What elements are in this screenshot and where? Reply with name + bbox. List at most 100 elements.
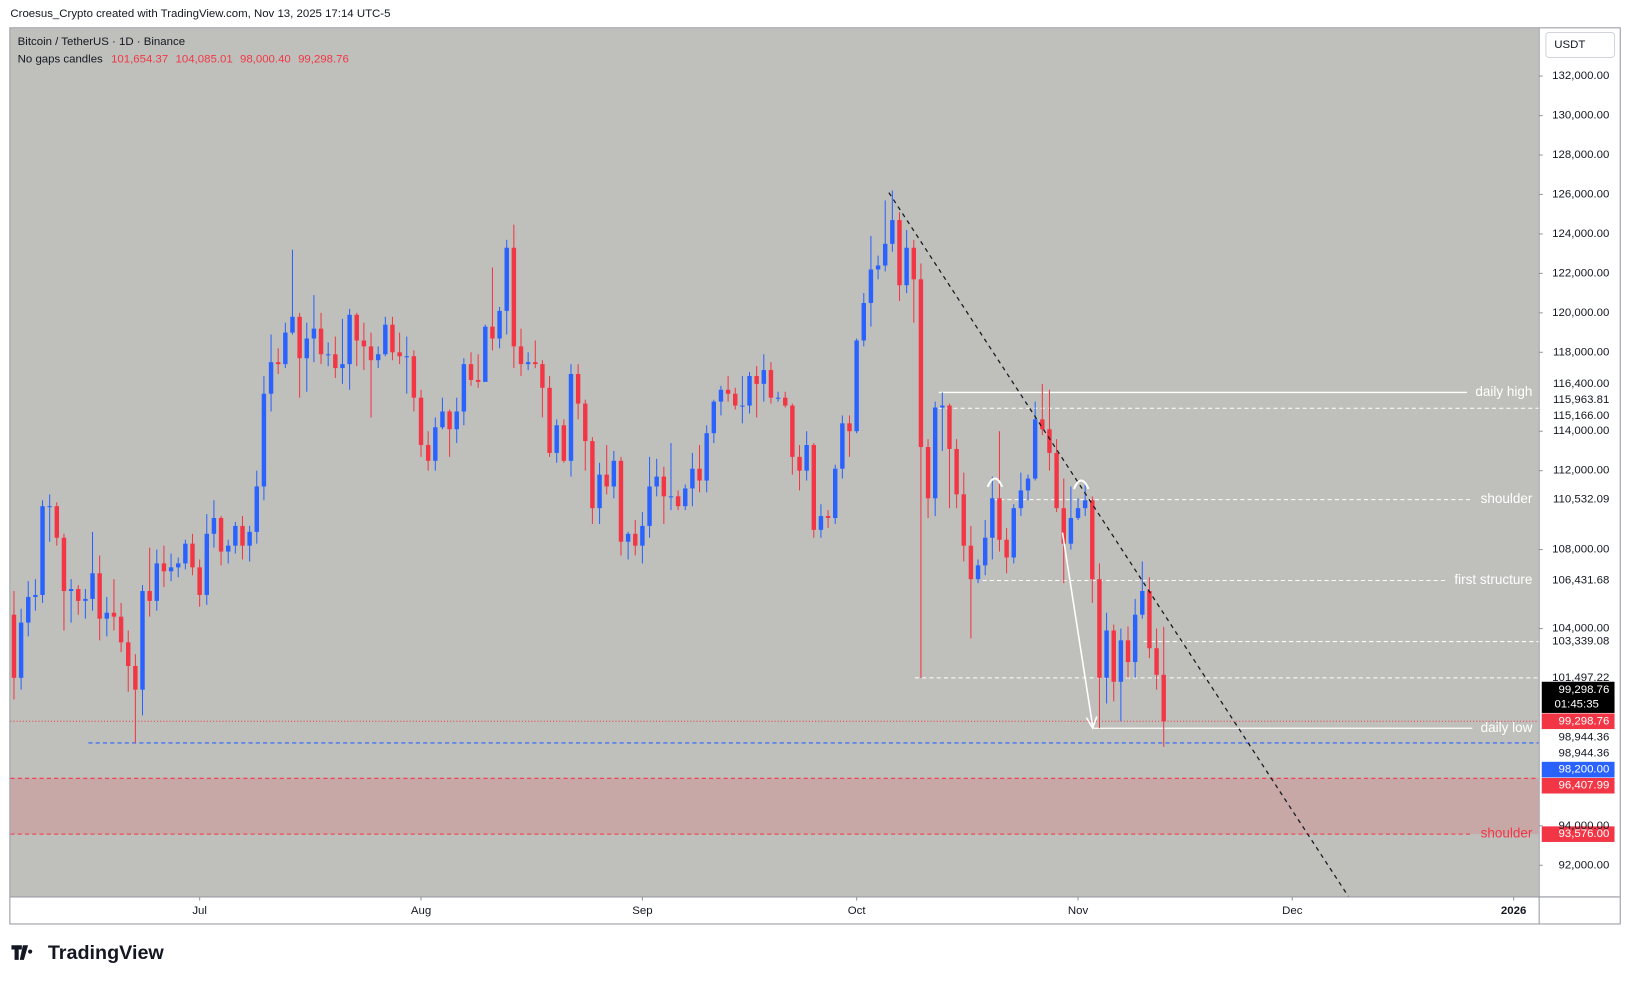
candle-body (754, 375, 759, 384)
candle-body (1075, 508, 1081, 519)
candle-body (968, 545, 974, 580)
candle-body (411, 356, 417, 398)
plot-background (10, 28, 1539, 897)
y-tick-label: 108,000.00 (1552, 544, 1609, 556)
candle-body (783, 397, 788, 406)
candle-body (347, 314, 352, 365)
candle-body (868, 269, 874, 303)
price-label-box (1541, 633, 1615, 650)
candle-body (854, 340, 859, 432)
price-label-box (1541, 408, 1615, 424)
candle-body (18, 622, 24, 678)
arrow-shaft (1061, 532, 1094, 727)
candle-body (604, 474, 609, 487)
candle-body (147, 591, 152, 601)
candle-body (433, 427, 438, 461)
candle-body (197, 567, 202, 595)
candle-body (861, 302, 866, 341)
currency-button[interactable] (1545, 31, 1616, 58)
zones (10, 778, 1539, 835)
candles (11, 190, 1166, 747)
candle-body (982, 537, 988, 566)
logo-mark (11, 945, 33, 960)
y-tick-label: 112,000.00 (1553, 465, 1609, 477)
y-tick-label: 94,000.00 (1558, 820, 1609, 832)
candle-body (140, 591, 145, 690)
price-label: 106,431.68 (1552, 575, 1609, 587)
y-tick-label: 118,000.00 (1553, 346, 1609, 358)
y-tick-label: 126,000.00 (1552, 188, 1609, 200)
y-tick-label: 104,000.00 (1552, 623, 1609, 635)
candle-body (547, 387, 552, 453)
candle-body (583, 403, 588, 442)
price-labels: 116,400.00 daily high 115,963.81 115,166.00… (1454, 376, 1615, 842)
legend-value: 104,085.01 (176, 54, 233, 66)
candle-body (668, 496, 674, 498)
candle-body (418, 397, 424, 446)
y-tick-label: 114,000.00 (1553, 425, 1609, 437)
candle-body (26, 596, 31, 623)
candle-body (882, 243, 888, 266)
shoulder-arc (986, 477, 1004, 488)
candle-body (897, 220, 902, 286)
candle-body (76, 589, 81, 601)
candle-body (111, 612, 117, 617)
candle-body (733, 393, 738, 406)
candle-body (747, 375, 752, 406)
candle-body (368, 346, 374, 361)
candle-body (1161, 674, 1166, 722)
candle-body (997, 498, 1002, 540)
x-tick-label: Nov (1068, 905, 1089, 917)
candle-body (383, 324, 388, 355)
candle-body (597, 474, 602, 509)
candle-body (1018, 490, 1024, 509)
legend-value: 98,000.40 (240, 54, 291, 66)
currency-label[interactable]: USDT (1554, 39, 1585, 51)
candle-body (340, 364, 345, 369)
price-label-box (1541, 713, 1615, 730)
legend-subtitle: No gaps candles (18, 54, 103, 66)
candle-body (1104, 630, 1109, 678)
candle-body (947, 405, 952, 449)
candle-body (518, 346, 524, 365)
candle-body (911, 247, 916, 280)
price-label-box (1541, 745, 1615, 762)
candle-body (625, 533, 631, 542)
price-label: 98,944.36 (1558, 731, 1609, 743)
y-tick-label: 122,000.00 (1552, 267, 1609, 279)
candle-body (176, 563, 181, 568)
candle-body (704, 433, 709, 481)
candle-body (540, 364, 545, 388)
candle-body (818, 516, 824, 530)
candle-body (354, 314, 359, 341)
candle-body (475, 379, 481, 382)
chart-frame (9, 27, 1621, 925)
x-tick-label: Dec (1282, 905, 1303, 917)
candle-body (333, 354, 338, 369)
candle-body (990, 498, 995, 538)
candle-body (940, 405, 945, 408)
candle-body (126, 642, 131, 666)
candle-body (61, 537, 67, 592)
candle-body (133, 665, 138, 690)
candle-body (690, 468, 695, 489)
candle-body (404, 356, 409, 358)
line-annotation: daily high (1475, 384, 1532, 399)
candle-body (1111, 630, 1116, 682)
candle-body (1068, 518, 1074, 544)
candle-body (633, 533, 638, 546)
arrow-head (1085, 716, 1098, 730)
x-tick-label: 2026 (1501, 905, 1526, 917)
candle-body (468, 364, 474, 380)
candle-body (590, 441, 595, 509)
drawings (888, 192, 1349, 897)
candle-body (304, 338, 309, 359)
line-annotation: shoulder (1481, 491, 1533, 506)
candle-body (1054, 452, 1059, 509)
candle-body (211, 518, 217, 534)
candle-body (290, 316, 295, 333)
candle-body (268, 362, 274, 394)
candle-body (918, 279, 924, 448)
